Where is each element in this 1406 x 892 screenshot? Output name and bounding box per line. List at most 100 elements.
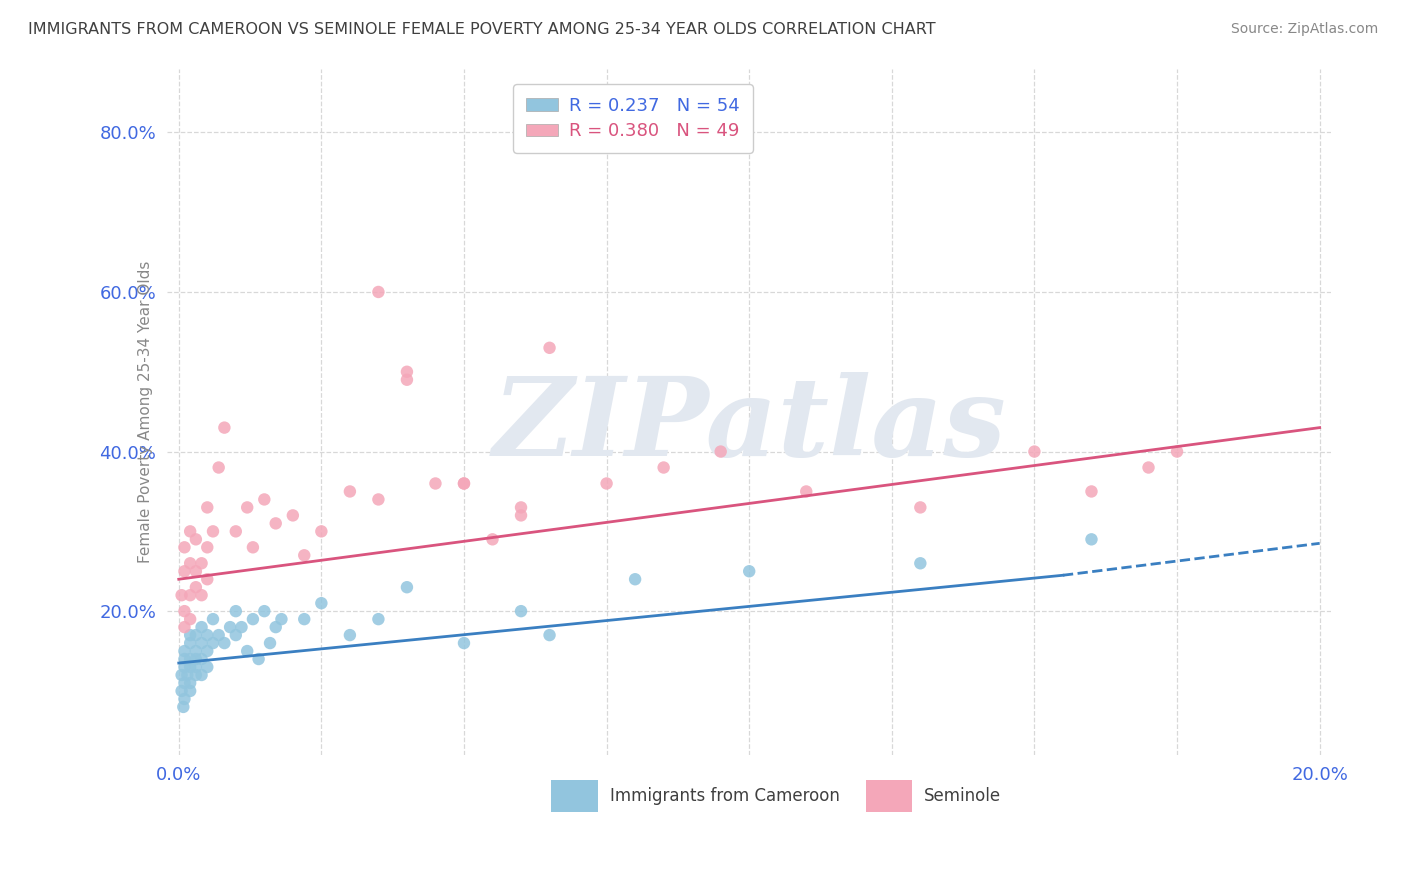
Point (179, 652, 201, 666)
Point (395, 373, 418, 387)
Point (253, 604, 276, 618)
Point (339, 484, 361, 499)
Point (170, 668, 193, 682)
Point (184, 644, 207, 658)
Point (214, 636, 236, 650)
Point (225, 524, 247, 539)
Legend: R = 0.237   N = 54, R = 0.380   N = 49: R = 0.237 N = 54, R = 0.380 N = 49 (513, 85, 752, 153)
Text: Source: ZipAtlas.com: Source: ZipAtlas.com (1230, 22, 1378, 37)
Point (311, 596, 333, 610)
Point (453, 476, 475, 491)
Point (184, 628, 207, 642)
Point (242, 612, 264, 626)
Point (292, 612, 315, 626)
Point (367, 492, 389, 507)
Point (195, 572, 218, 586)
Point (225, 628, 247, 642)
Point (311, 524, 333, 539)
Point (184, 652, 207, 666)
Point (190, 588, 212, 602)
Point (184, 564, 207, 578)
Point (367, 285, 389, 299)
Point (339, 628, 361, 642)
Point (179, 524, 201, 539)
Point (1080, 533, 1102, 547)
Point (179, 660, 201, 674)
Point (910, 556, 932, 570)
Point (292, 549, 315, 563)
Point (184, 668, 207, 682)
Point (208, 460, 231, 475)
Point (170, 588, 193, 602)
Point (481, 533, 503, 547)
Point (538, 341, 561, 355)
Point (195, 500, 218, 515)
Point (738, 564, 761, 578)
Point (179, 588, 201, 602)
Point (190, 668, 212, 682)
Point (395, 365, 418, 379)
Point (259, 636, 281, 650)
Point (247, 652, 270, 666)
Point (1024, 444, 1046, 458)
Point (173, 604, 195, 618)
Point (173, 564, 195, 578)
Point (281, 508, 304, 523)
Point (395, 580, 418, 594)
Point (195, 541, 218, 555)
Point (225, 604, 247, 618)
Point (184, 533, 207, 547)
Point (172, 700, 194, 714)
Point (1137, 460, 1160, 475)
Point (179, 628, 201, 642)
Point (253, 492, 276, 507)
Point (179, 612, 201, 626)
Point (231, 620, 253, 634)
Point (453, 476, 475, 491)
Point (624, 572, 647, 586)
Point (652, 460, 675, 475)
Point (176, 668, 198, 682)
Point (595, 476, 617, 491)
Point (173, 660, 195, 674)
Point (173, 676, 195, 690)
Point (170, 684, 193, 698)
Point (510, 604, 533, 618)
Point (173, 620, 195, 634)
Point (219, 620, 242, 634)
Point (453, 636, 475, 650)
Point (190, 620, 212, 634)
Point (190, 636, 212, 650)
Point (173, 692, 195, 706)
Text: ZIPatlas: ZIPatlas (492, 372, 1007, 479)
Point (173, 541, 195, 555)
Point (538, 628, 561, 642)
Point (264, 620, 287, 634)
Point (214, 420, 236, 434)
Point (236, 644, 259, 658)
Point (201, 524, 224, 539)
Point (179, 684, 201, 698)
Point (201, 636, 224, 650)
Point (910, 500, 932, 515)
Point (195, 644, 218, 658)
Point (173, 644, 195, 658)
Point (195, 660, 218, 674)
Point (242, 541, 264, 555)
Point (236, 500, 259, 515)
Point (173, 652, 195, 666)
Text: IMMIGRANTS FROM CAMEROON VS SEMINOLE FEMALE POVERTY AMONG 25-34 YEAR OLDS CORREL: IMMIGRANTS FROM CAMEROON VS SEMINOLE FEM… (28, 22, 936, 37)
Point (184, 660, 207, 674)
Point (1080, 484, 1102, 499)
Point (195, 628, 218, 642)
Point (190, 652, 212, 666)
Point (270, 612, 292, 626)
Point (510, 500, 533, 515)
Point (425, 476, 447, 491)
Point (710, 444, 733, 458)
Point (201, 612, 224, 626)
Point (794, 484, 817, 499)
Point (1166, 444, 1188, 458)
Point (179, 636, 201, 650)
Point (179, 676, 201, 690)
